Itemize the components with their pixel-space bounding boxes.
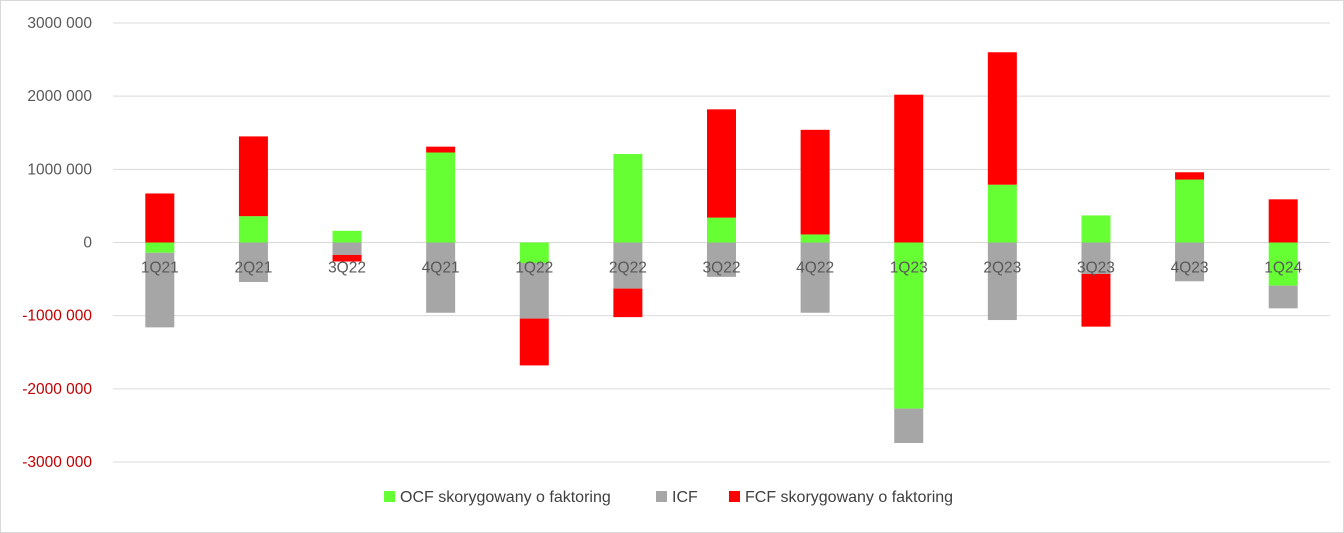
- x-tick-label: 3Q23: [1077, 260, 1115, 277]
- bar-segment-s2-1Q24: [1268, 199, 1298, 243]
- y-tick-label: -2000 000: [22, 381, 92, 398]
- bar-segment-s2-2Q23: [987, 52, 1017, 185]
- bar-segment-s1-3Q22: [707, 242, 736, 277]
- bar-segment-s1-4Q21: [426, 242, 456, 313]
- bar-segment-s1-1Q21: [145, 252, 175, 328]
- bar-segment-s0-3Q23: [1081, 215, 1111, 243]
- bar-segment-s0-3Q22: [707, 217, 736, 243]
- bar-segment-s2-3Q22: [707, 109, 736, 218]
- bar-segment-s0-1Q24: [1268, 242, 1298, 286]
- y-tick-label: 2000 000: [27, 88, 92, 105]
- x-tick-label: 2Q22: [609, 260, 647, 277]
- x-tick-label: 4Q22: [796, 260, 834, 277]
- bar-segment-s0-1Q22: [519, 242, 549, 263]
- x-tick-label: 2Q23: [983, 260, 1021, 277]
- bar-segment-s2-1Q23: [894, 94, 924, 243]
- bar-segment-s0-2Q21: [238, 216, 268, 243]
- legend-swatch: [384, 491, 395, 502]
- bar-segment-s1-1Q24: [1268, 285, 1298, 309]
- legend-swatch: [656, 491, 667, 502]
- bar-segment-s2-2Q22: [613, 288, 643, 318]
- y-tick-label: 1000 000: [27, 161, 92, 178]
- y-axis-ticks: -3000 000 -2000 000 -1000 000 0 1000 000 2000…: [22, 15, 92, 471]
- y-tick-label: -1000 000: [22, 308, 92, 325]
- bar-segment-s2-3Q22: [332, 254, 362, 262]
- bar-segment-s1-2Q22: [613, 242, 643, 289]
- bar-segment-s2-4Q21: [426, 146, 456, 153]
- legend-swatch: [729, 491, 740, 502]
- bar-segment-s2-2Q21: [238, 136, 268, 217]
- bar-segment-s0-4Q22: [800, 234, 830, 243]
- bar-segment-s2-1Q22: [519, 318, 549, 366]
- bar-segment-s0-2Q22: [613, 153, 643, 243]
- bars: [145, 52, 1298, 443]
- x-tick-label: 4Q21: [422, 260, 460, 277]
- bar-segment-s0-4Q23: [1175, 179, 1205, 243]
- x-tick-label: 3Q22: [328, 260, 366, 277]
- bar-segment-s2-4Q23: [1175, 172, 1205, 180]
- x-tick-label: 1Q24: [1264, 260, 1302, 277]
- bar-segment-s1-4Q23: [1175, 242, 1205, 282]
- bar-segment-s1-4Q22: [800, 242, 830, 313]
- bar-segment-s1-3Q23: [1081, 242, 1111, 274]
- bar-segment-s0-1Q23: [894, 242, 924, 409]
- x-tick-label: 1Q23: [890, 260, 928, 277]
- legend-label: ICF: [672, 489, 698, 506]
- x-tick-label: 4Q23: [1171, 260, 1209, 277]
- x-axis-ticks: 1Q21 2Q21 3Q22 4Q21 1Q22 2Q22 3Q22 4Q22 1Q23 2Q23…: [141, 260, 1303, 277]
- y-tick-label: 3000 000: [27, 15, 92, 32]
- x-tick-label: 3Q22: [703, 260, 741, 277]
- bar-segment-s1-2Q23: [987, 242, 1017, 321]
- bar-segment-s2-4Q22: [800, 129, 830, 235]
- bar-segment-s1-1Q23: [894, 408, 924, 443]
- y-tick-label: 0: [83, 235, 92, 252]
- bar-segment-s1-3Q22: [332, 242, 362, 255]
- bar-segment-s2-3Q23: [1081, 273, 1111, 327]
- legend: OCF skorygowany o faktoring ICF FCF skoryg…: [384, 489, 953, 506]
- x-tick-label: 1Q21: [141, 260, 179, 277]
- bar-segment-s0-4Q21: [426, 152, 456, 243]
- bar-segment-s1-2Q21: [238, 242, 268, 283]
- bar-segment-s0-2Q23: [987, 184, 1017, 243]
- legend-label: OCF skorygowany o faktoring: [400, 489, 611, 506]
- bar-segment-s2-1Q21: [145, 193, 175, 243]
- legend-label: FCF skorygowany o faktoring: [745, 489, 953, 506]
- x-tick-label: 1Q22: [515, 260, 553, 277]
- bar-segment-s0-3Q22: [332, 230, 362, 243]
- x-tick-label: 2Q21: [234, 260, 272, 277]
- y-tick-label: -3000 000: [22, 454, 92, 471]
- bar-segment-s1-1Q22: [519, 262, 549, 319]
- bar-segment-s0-1Q21: [145, 242, 175, 253]
